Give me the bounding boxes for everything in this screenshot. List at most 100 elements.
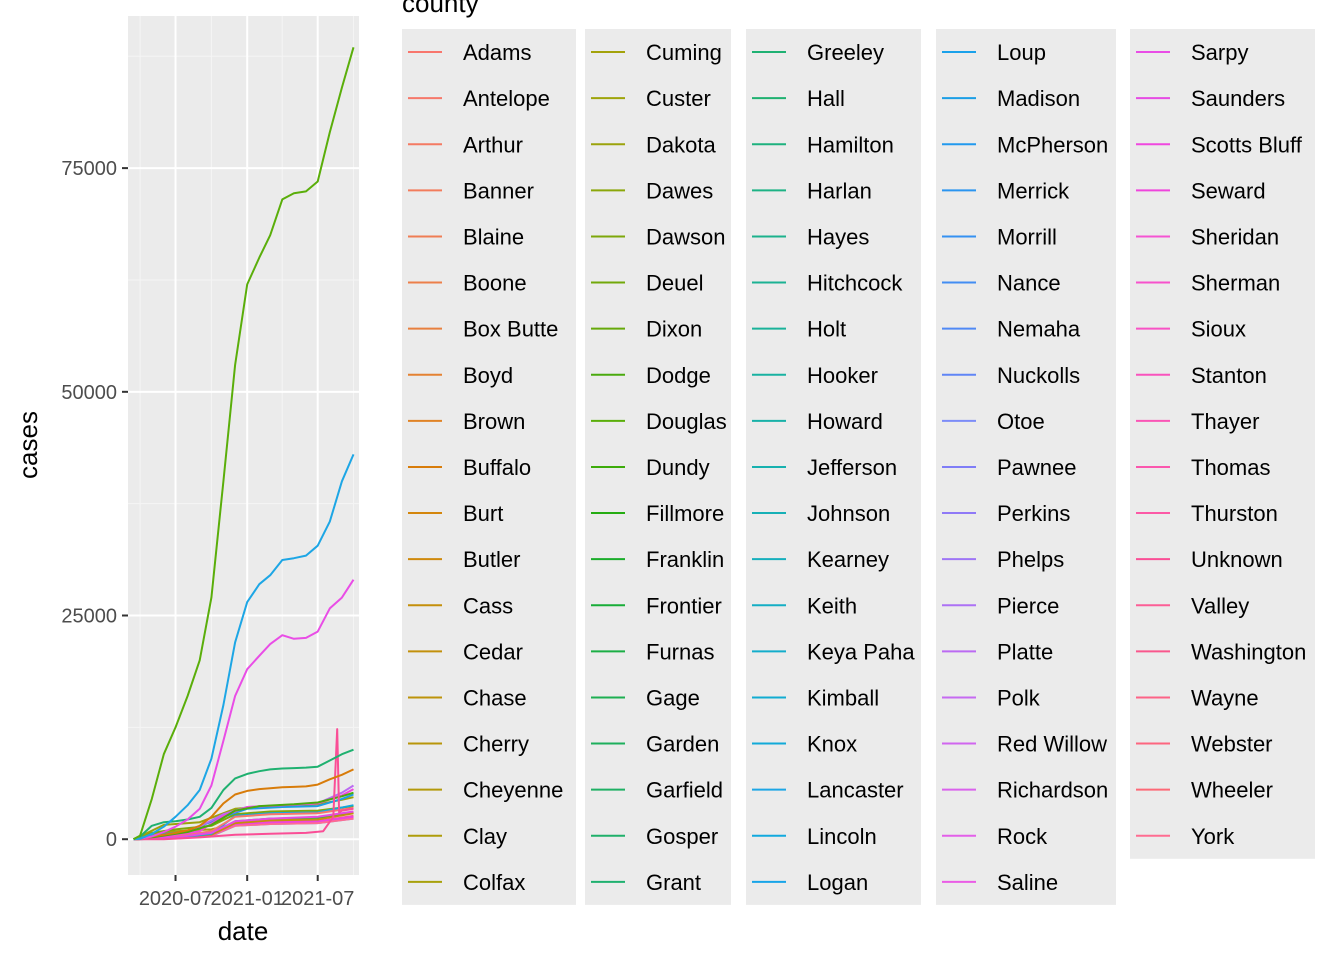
legend-label: Blaine [463, 224, 524, 249]
legend-label: Cheyenne [463, 778, 563, 803]
legend-label: Dawson [646, 224, 725, 249]
legend-label: Knox [807, 732, 857, 757]
legend-label: Adams [463, 40, 531, 65]
legend-label: Madison [997, 86, 1080, 111]
legend-label: Jefferson [807, 455, 897, 480]
legend-label: Dawes [646, 178, 713, 203]
legend-label: Deuel [646, 271, 703, 296]
legend-label: Chase [463, 685, 527, 710]
legend-label: Loup [997, 40, 1046, 65]
legend-label: Harlan [807, 178, 872, 203]
legend-label: Custer [646, 86, 711, 111]
legend-label: Greeley [807, 40, 884, 65]
legend-label: Arthur [463, 132, 523, 157]
legend-label: Banner [463, 178, 534, 203]
legend-label: Saunders [1191, 86, 1285, 111]
legend-label: Perkins [997, 501, 1070, 526]
legend-label: Hall [807, 86, 845, 111]
legend-label: Nuckolls [997, 363, 1080, 388]
series-line-douglas [133, 47, 355, 841]
legend-label: Franklin [646, 547, 724, 572]
legend-label: Garfield [646, 778, 723, 803]
series-line-buffalo [133, 768, 354, 841]
x-tick-label: 2021-01 [210, 888, 283, 910]
legend-label: Dixon [646, 317, 702, 342]
y-tick-label: 75000 [61, 158, 117, 180]
x-tick-label: 2021-07 [281, 888, 354, 910]
legend-label: Unknown [1191, 547, 1283, 572]
legend-label: Hayes [807, 224, 869, 249]
legend-label: Boyd [463, 363, 513, 388]
major-grid [128, 16, 359, 875]
series-line-lancaster [133, 454, 355, 841]
legend-label: Stanton [1191, 363, 1267, 388]
legend-label: Hooker [807, 363, 878, 388]
legend-label: Wayne [1191, 685, 1259, 710]
legend-label: Box Butte [463, 317, 558, 342]
legend-label: Dakota [646, 132, 716, 157]
y-tick-label: 50000 [61, 382, 117, 404]
legend-label: Antelope [463, 86, 550, 111]
legend-label: Red Willow [997, 732, 1107, 757]
legend-label: Webster [1191, 732, 1273, 757]
series-line-hall [133, 748, 354, 841]
legend-label: Otoe [997, 409, 1045, 434]
legend-label: Douglas [646, 409, 727, 434]
legend-label: Seward [1191, 178, 1266, 203]
legend-label: Washington [1191, 639, 1306, 664]
legend-label: Grant [646, 870, 701, 895]
series-layer [133, 47, 355, 841]
legend-label: Keith [807, 593, 857, 618]
legend-label: Gosper [646, 824, 718, 849]
legend-label: Phelps [997, 547, 1064, 572]
legend-label: Hitchcock [807, 271, 903, 296]
legend-label: Sherman [1191, 271, 1280, 296]
legend-label: Wheeler [1191, 778, 1273, 803]
legend-label: Buffalo [463, 455, 531, 480]
y-tick-label: 0 [106, 829, 117, 851]
legend-label: Pawnee [997, 455, 1077, 480]
y-tick-label: 25000 [61, 606, 117, 628]
legend-label: Cuming [646, 40, 722, 65]
legend-label: York [1191, 824, 1235, 849]
legend-label: Lancaster [807, 778, 904, 803]
series-line-saunders [133, 810, 354, 841]
legend-label: Thayer [1191, 409, 1259, 434]
legend-label: Nance [997, 271, 1061, 296]
legend-label: Pierce [997, 593, 1059, 618]
legend-label: Kimball [807, 685, 879, 710]
legend-label: Clay [463, 824, 507, 849]
legend-label: Butler [463, 547, 520, 572]
legend-label: Valley [1191, 593, 1249, 618]
legend-label: Garden [646, 732, 719, 757]
y-axis-title: cases [13, 411, 43, 479]
legend-label: Keya Paha [807, 639, 915, 664]
legend-label: Logan [807, 870, 868, 895]
legend-label: Saline [997, 870, 1058, 895]
legend-label: Sioux [1191, 317, 1246, 342]
series-line-unknown [133, 728, 354, 841]
legend-label: Dundy [646, 455, 710, 480]
legend: Adams Antelope Arthur Banner Blaine Boone Box … [402, 29, 1315, 905]
legend-label: Dodge [646, 363, 711, 388]
legend-column-bg [1130, 29, 1315, 859]
legend-label: Hamilton [807, 132, 894, 157]
legend-label: Merrick [997, 178, 1070, 203]
legend-label: Colfax [463, 870, 525, 895]
legend-label: Fillmore [646, 501, 724, 526]
legend-label: Richardson [997, 778, 1108, 803]
legend-label: Polk [997, 685, 1041, 710]
legend-label: Johnson [807, 501, 890, 526]
legend-label: Holt [807, 317, 846, 342]
legend-label: Boone [463, 271, 527, 296]
x-tick-label: 2020-07 [139, 888, 212, 910]
legend-label: Burt [463, 501, 503, 526]
plot-panel [128, 16, 359, 875]
legend-label: Frontier [646, 593, 722, 618]
legend-label: Brown [463, 409, 525, 434]
legend-label: Thomas [1191, 455, 1270, 480]
legend-label: Cherry [463, 732, 529, 757]
legend-label: Scotts Bluff [1191, 132, 1303, 157]
x-axis-title: date [218, 916, 269, 946]
